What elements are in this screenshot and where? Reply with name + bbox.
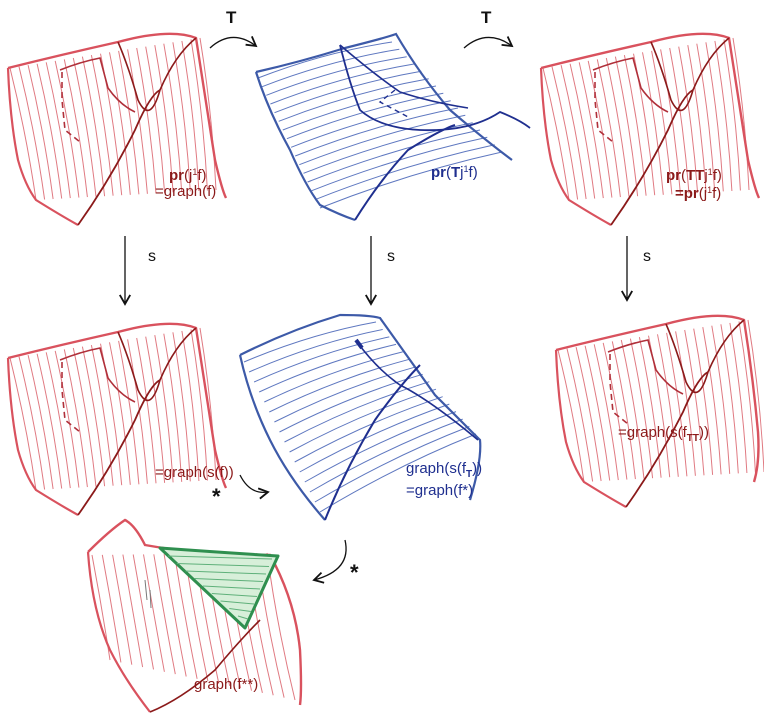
label-mid-center-line1: graph(s(fT)): [406, 460, 483, 480]
label-top-right-pr: pr(TTj1f): [666, 167, 722, 184]
surface-bottom: [86, 518, 303, 713]
surface-top-mid: [254, 32, 531, 222]
arrow-label-t-left: T: [226, 8, 237, 27]
surface-top-right: [539, 32, 761, 226]
label-top-right-eq: =pr(j1f): [675, 185, 722, 202]
label-top-left-graph: =graph(f): [155, 183, 217, 200]
arrow-label-star-bottom: *: [350, 560, 359, 585]
surface-mid-left: [6, 322, 228, 516]
arrow-star-bottom: [312, 539, 347, 584]
label-top-left-pr: pr(j1f): [169, 167, 207, 184]
arrow-label-s-mid: s: [387, 248, 395, 265]
arrow-label-s-right: s: [643, 248, 651, 265]
surface-top-left: [6, 32, 228, 226]
label-mid-center-line2: =graph(f*): [406, 482, 474, 499]
arrow-label-t-right: T: [481, 8, 492, 27]
arrow-t-right: [463, 36, 514, 49]
arrow-star-mid: [239, 474, 270, 500]
label-mid-left: =graph(s(f)): [155, 464, 234, 481]
label-bottom: graph(f**): [194, 676, 259, 693]
arrow-t-left: [209, 36, 258, 49]
label-top-mid-pr: pr(Tj1f): [431, 164, 478, 181]
arrow-label-s-left: s: [148, 248, 156, 265]
arrow-label-star-mid: *: [212, 484, 221, 509]
surface-mid-center: [238, 313, 482, 521]
surface-mid-right: [554, 314, 764, 508]
label-mid-right: =graph(s(fTT)): [618, 424, 710, 444]
